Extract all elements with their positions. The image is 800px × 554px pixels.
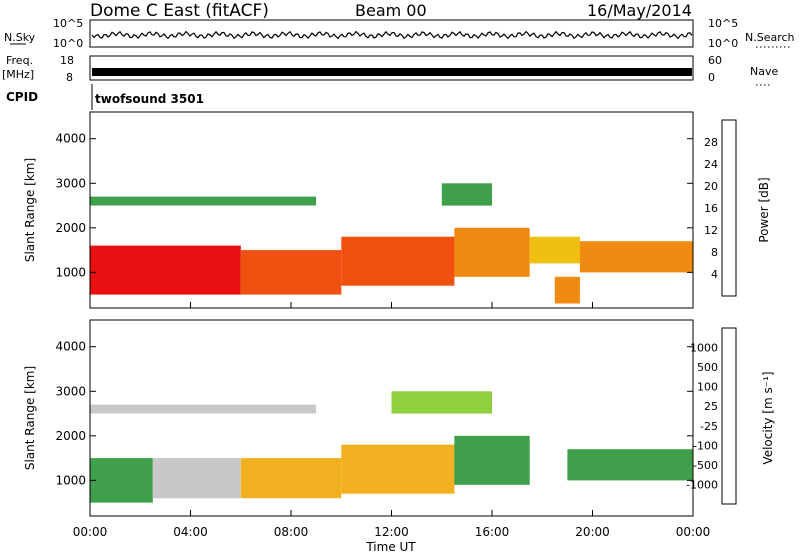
date-label: 16/May/2014 [587,1,692,20]
time-x-ticks: 00:00 04:00 08:00 12:00 16:00 20:00 00:00 [73,302,711,539]
heatmap-region [90,245,241,295]
heatmap-region [554,276,580,304]
freq-left-tick-top: 18 [60,54,74,67]
heatmap-region [341,236,455,286]
heatmap-region [152,458,241,499]
power-y-ticks: 1000 2000 3000 4000 [55,132,693,279]
colorbar-tick-label: 12 [704,224,718,237]
y-tick-label: 2000 [55,429,86,443]
colorbar-tick-label: 28 [704,136,718,149]
nsky-strip: N.Sky 10^5 10^0 10^5 10^0 N.Search [4,17,795,50]
colorbar-tick-label: 8 [711,246,718,259]
nsky-left-tick-top: 10^5 [53,17,83,30]
x-tick-label: 16:00 [475,525,510,539]
heatmap-region [341,444,455,494]
x-tick-label: 12:00 [374,525,409,539]
colorbar-tick-label: 500 [697,361,718,374]
nsky-left-tick-bottom: 10^0 [53,37,83,50]
y-tick-label: 4000 [55,132,86,146]
velocity-colorbar-label: Velocity [m s⁻¹] [761,371,775,464]
velocity-panel: 1000 2000 3000 4000 Slant Range [km] 1000 50… [23,319,775,517]
colorbar-tick-label: -100 [693,439,718,452]
colorbar-tick-label: 4 [711,268,718,281]
heatmap-region [90,196,317,206]
colorbar-tick-label: -25 [700,420,718,433]
nsearch-label: N.Search [745,31,795,44]
power-y-axis-label: Slant Range [km] [23,158,37,262]
nave-label: Nave [750,65,778,78]
x-tick-label: 08:00 [274,525,309,539]
power-colorbar-label: Power [dB] [757,177,771,242]
colorbar-tick-label: 24 [704,158,718,171]
power-colorbar: 28 24 20 16 12 8 4 [704,119,737,297]
freq-left-tick-bottom: 8 [66,71,73,84]
heatmap-region [240,458,342,499]
nave-right-tick-bottom: 0 [708,71,715,84]
x-axis-label: Time UT [365,540,416,554]
x-tick-label: 20:00 [575,525,610,539]
freq-trace [92,68,692,76]
heatmap-region [90,404,317,414]
freq-label-line2: [MHz] [2,68,34,81]
y-tick-label: 4000 [55,340,86,354]
y-tick-label: 1000 [55,473,86,487]
cpid-label: CPID [6,90,38,104]
nave-right-tick-top: 60 [708,54,722,67]
colorbar-tick-label: 25 [704,400,718,413]
colorbar-frame [721,119,737,297]
heatmap-region [391,391,492,414]
nsky-label: N.Sky [4,31,36,44]
heatmap-region [454,227,530,277]
heatmap-region [579,241,693,273]
y-tick-label: 3000 [55,384,86,398]
colorbar-frame [721,327,737,505]
freq-frame [89,55,694,81]
y-tick-label: 3000 [55,176,86,190]
colorbar-tick-label: 1000 [690,342,718,355]
velocity-y-ticks: 1000 2000 3000 4000 [55,340,693,487]
y-tick-label: 2000 [55,221,86,235]
y-tick-label: 1000 [55,265,86,279]
velocity-heatmap-cells [90,391,693,503]
nsky-right-tick-top: 10^5 [708,17,738,30]
colorbar-tick-label: 20 [704,180,718,193]
colorbar-tick-label: -500 [693,459,718,472]
heatmap-region [240,250,342,295]
beam-label: Beam 00 [355,1,427,20]
cpid-strip: CPID twofsound 3501 [6,84,204,110]
colorbar-tick-label: 100 [697,381,718,394]
radar-title: Dome C East (fitACF) [90,1,269,21]
nsky-frame [89,19,694,48]
colorbar-tick-label: -1000 [686,478,718,491]
power-panel: 1000 2000 3000 4000 Slant Range [km] 28 24 20… [23,111,771,309]
colorbar-tick-label: 16 [704,202,718,215]
nsky-right-tick-bottom: 10^0 [708,37,738,50]
cpid-program: twofsound 3501 [95,92,204,106]
x-tick-label: 04:00 [173,525,208,539]
velocity-y-axis-label: Slant Range [km] [23,366,37,470]
x-tick-label: 00:00 [73,525,108,539]
freq-strip: Freq. [MHz] 18 8 60 0 Nave [2,54,778,86]
heatmap-region [567,449,693,481]
freq-label-line1: Freq. [6,54,33,67]
heatmap-region [90,458,153,503]
power-heatmap-cells [90,183,693,304]
nsky-trace [91,30,693,40]
heatmap-region [441,183,493,206]
heatmap-region [454,435,530,485]
x-tick-label: 00:00 [676,525,711,539]
heatmap-region [529,236,580,264]
velocity-colorbar: 1000 500 100 25 -25 -100 -500 -1000 [686,327,737,505]
